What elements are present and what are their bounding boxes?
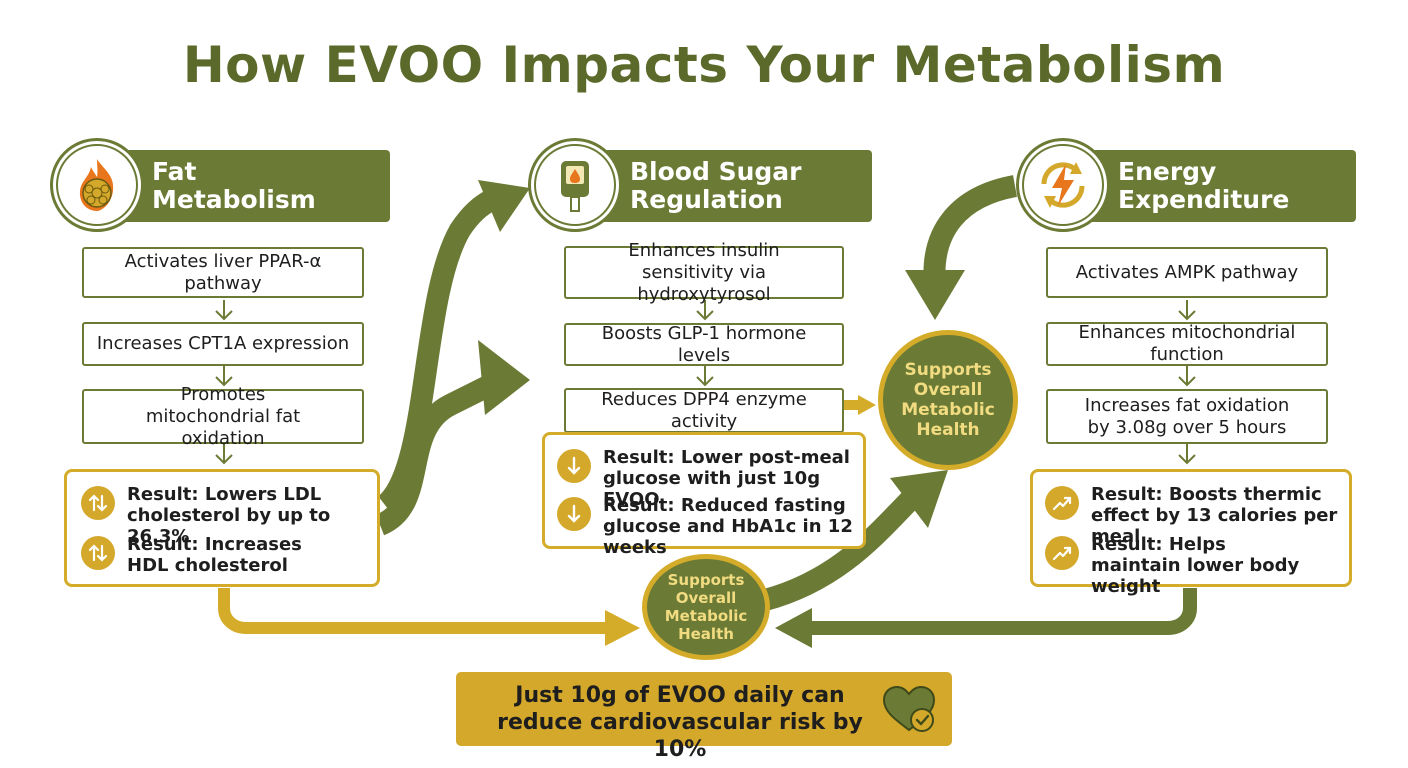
energy-step-1: Activates AMPK pathway — [1046, 247, 1328, 298]
fat-step-3: Promotes mitochondrial fat oxidation — [82, 384, 364, 449]
blood-sugar-step-2: Boosts GLP-1 hormone levels — [564, 323, 844, 366]
energy-result-box: Result: Boosts thermic effect by 13 calo… — [1030, 469, 1352, 597]
arrow-head-dpp4 — [858, 395, 876, 415]
header-line-1: Energy — [1118, 157, 1217, 186]
fat-result-2: Result: Increases HDL cholesterol — [81, 534, 371, 576]
arrow-head-top — [478, 180, 530, 232]
fat-result-1-text: Result: Lowers LDL cholesterol by up to … — [127, 484, 331, 547]
arrow-bottom-to-health — [762, 492, 918, 611]
blood-sugar-step-1: Enhances insulin sensitivity via hydroxy… — [564, 240, 844, 305]
col1-step-arrows — [215, 300, 1196, 465]
header-line-1: Fat — [152, 157, 197, 186]
flame-fat-cell-icon — [79, 159, 114, 211]
arrow-to-blood-sugar-mid — [374, 375, 495, 536]
energy-step-3: Increases fat oxidation by 3.08g over 5 … — [1046, 389, 1328, 444]
trend-up-icon — [1052, 496, 1072, 511]
energy-result-1: Result: Boosts thermic effect by 13 calo… — [1045, 484, 1345, 547]
energy-result-2: Result: Helps maintain lower body weight — [1045, 534, 1345, 597]
down-arrow-icon — [567, 456, 581, 475]
fat-result-1: Result: Lowers LDL cholesterol by up to … — [81, 484, 371, 547]
blood-sugar-icon-badge — [528, 138, 622, 232]
fat-step-2: Increases CPT1A expression — [82, 322, 364, 366]
blood-sugar-result-2-text: Result: Reduced fasting glucose and HbA1… — [603, 495, 853, 558]
fat-step-1: Activates liver PPAR-α pathway — [82, 247, 364, 298]
blood-sugar-result-1-text: Result: Lower post-meal glucose with jus… — [603, 447, 850, 510]
lightning-cycle-icon — [1041, 162, 1085, 208]
blood-sugar-step-3: Reduces DPP4 enzyme activity — [564, 388, 844, 433]
blood-sugar-result-box: Result: Lower post-meal glucose with jus… — [542, 432, 866, 558]
energy-result-2-text: Result: Helps maintain lower body weight — [1091, 534, 1300, 597]
arrow-energy-to-bottom — [808, 588, 1197, 635]
fat-metabolism-icon-badge — [50, 138, 144, 232]
blood-sugar-result-2: Result: Reduced fasting glucose and HbA1… — [557, 495, 857, 558]
page-title: How EVOO Impacts Your Metabolism — [182, 36, 1226, 94]
header-line-2: Metabolism — [152, 185, 316, 214]
arrow-to-blood-sugar-header — [377, 188, 500, 514]
up-down-arrows-icon — [88, 494, 108, 512]
header-line-2: Expenditure — [1118, 185, 1290, 214]
up-down-arrows-icon — [88, 544, 108, 562]
energy-step-2: Enhances mitochondrial function — [1046, 322, 1328, 366]
arrow-energy-to-health — [923, 175, 1018, 286]
arrow-fat-to-bottom — [218, 588, 608, 634]
health-circle-right: Supports Overall Metabolic Health — [878, 330, 1018, 470]
arrow-head-bottom-right — [890, 470, 948, 528]
trend-up-icon — [1052, 546, 1072, 561]
health-circle-bottom: Supports Overall Metabolic Health — [642, 554, 770, 660]
health-circle-bottom-label: Supports Overall Metabolic Health — [664, 571, 748, 643]
blood-sugar-result-1: Result: Lower post-meal glucose with jus… — [557, 447, 857, 510]
energy-icon-badge — [1016, 138, 1110, 232]
energy-result-1-text: Result: Boosts thermic effect by 13 calo… — [1091, 484, 1338, 547]
glucose-meter-icon — [561, 161, 589, 212]
footer-text: Just 10g of EVOO daily can reduce cardio… — [497, 683, 863, 762]
footer-banner — [456, 672, 952, 746]
arrow-head-fat-bottom — [605, 610, 640, 646]
header-line-1: Blood Sugar — [630, 157, 802, 186]
down-arrow-icon — [567, 504, 581, 523]
health-circle-right-label: Supports Overall Metabolic Health — [901, 360, 995, 440]
arrow-head-mid — [478, 340, 530, 415]
fat-result-box: Result: Lowers LDL cholesterol by up to … — [64, 469, 380, 587]
arrow-head-energy — [905, 270, 965, 320]
header-line-2: Regulation — [630, 185, 783, 214]
fat-result-2-text: Result: Increases HDL cholesterol — [127, 534, 302, 576]
arrow-head-energy-bottom — [775, 608, 812, 648]
heart-check-icon — [882, 685, 936, 732]
